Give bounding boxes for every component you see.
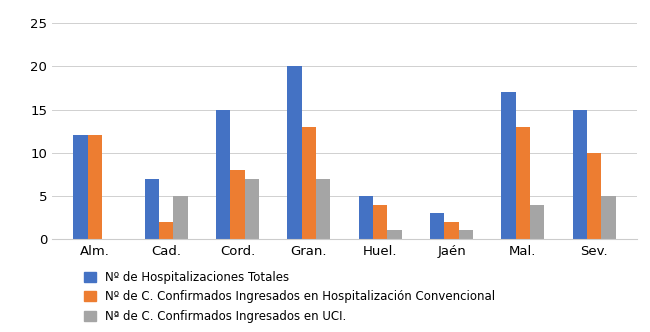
Bar [302, 127, 316, 239]
Bar [230, 170, 244, 239]
Bar [174, 196, 188, 239]
Bar [88, 135, 102, 239]
Bar [430, 213, 445, 239]
Bar [216, 110, 230, 239]
Bar [359, 196, 373, 239]
Bar [501, 92, 515, 239]
Bar [573, 110, 587, 239]
Bar [587, 153, 601, 239]
Bar [145, 179, 159, 239]
Bar [387, 230, 402, 239]
Bar [244, 179, 259, 239]
Bar [373, 205, 387, 239]
Bar [159, 222, 174, 239]
Bar [316, 179, 330, 239]
Bar [601, 196, 616, 239]
Bar [515, 127, 530, 239]
Bar [445, 222, 459, 239]
Bar [73, 135, 88, 239]
Legend: Nº de Hospitalizaciones Totales, Nº de C. Confirmados Ingresados en Hospitalizac: Nº de Hospitalizaciones Totales, Nº de C… [84, 271, 495, 323]
Bar [459, 230, 473, 239]
Bar [287, 66, 302, 239]
Bar [530, 205, 544, 239]
